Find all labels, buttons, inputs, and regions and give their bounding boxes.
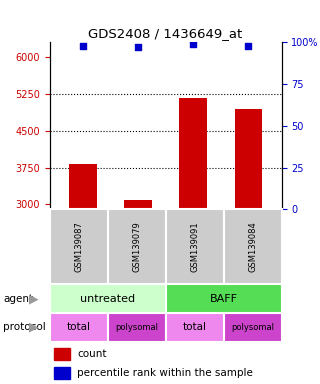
FancyBboxPatch shape xyxy=(166,313,224,342)
Bar xyxy=(235,109,262,352)
Text: ▶: ▶ xyxy=(29,292,38,305)
Point xyxy=(246,43,251,49)
FancyBboxPatch shape xyxy=(224,209,282,284)
Text: GSM139091: GSM139091 xyxy=(190,222,199,272)
Text: agent: agent xyxy=(3,293,33,304)
Bar xyxy=(180,98,207,352)
FancyBboxPatch shape xyxy=(166,284,282,313)
Text: ▶: ▶ xyxy=(29,321,38,334)
Point xyxy=(135,44,140,50)
Bar xyxy=(54,348,70,359)
Text: BAFF: BAFF xyxy=(210,293,238,304)
FancyBboxPatch shape xyxy=(224,313,282,342)
Text: polysomal: polysomal xyxy=(115,323,158,332)
FancyBboxPatch shape xyxy=(50,209,108,284)
Text: untreated: untreated xyxy=(80,293,135,304)
Text: percentile rank within the sample: percentile rank within the sample xyxy=(77,368,253,378)
FancyBboxPatch shape xyxy=(50,284,166,313)
Point xyxy=(191,41,196,47)
Text: total: total xyxy=(67,322,91,333)
Text: protocol: protocol xyxy=(3,322,46,333)
FancyBboxPatch shape xyxy=(108,313,166,342)
Text: GSM139084: GSM139084 xyxy=(248,221,257,272)
FancyBboxPatch shape xyxy=(108,209,166,284)
Text: GSM139087: GSM139087 xyxy=(74,221,83,272)
Bar xyxy=(54,367,70,379)
FancyBboxPatch shape xyxy=(50,313,108,342)
Bar xyxy=(124,200,152,352)
Text: polysomal: polysomal xyxy=(231,323,274,332)
Title: GDS2408 / 1436649_at: GDS2408 / 1436649_at xyxy=(88,26,243,40)
Bar xyxy=(69,164,97,352)
Text: count: count xyxy=(77,349,107,359)
FancyBboxPatch shape xyxy=(166,209,224,284)
Text: GSM139079: GSM139079 xyxy=(132,221,141,272)
Text: total: total xyxy=(183,322,207,333)
Point xyxy=(80,43,85,49)
